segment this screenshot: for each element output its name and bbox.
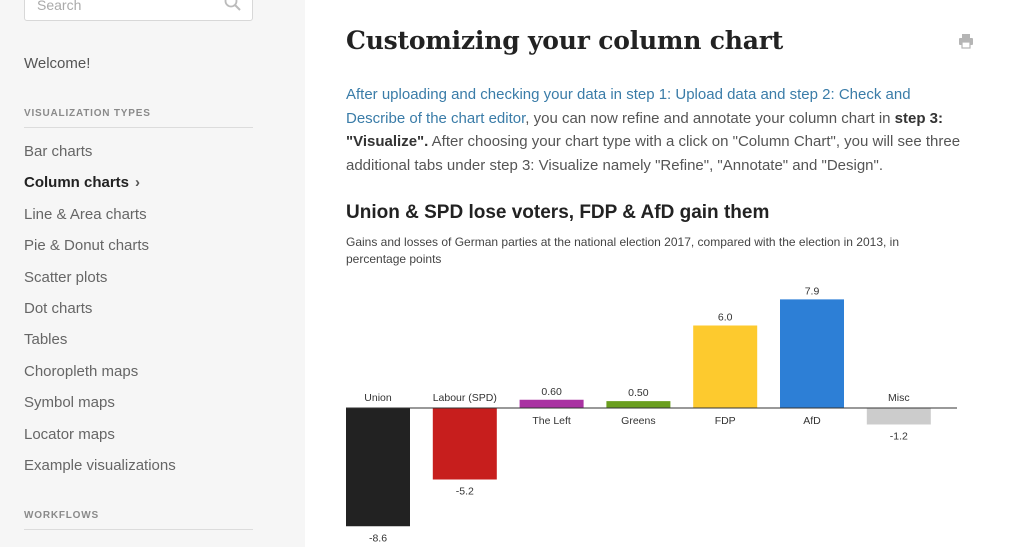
print-icon[interactable] bbox=[957, 32, 975, 50]
sidebar-item-tables[interactable]: Tables bbox=[24, 330, 176, 361]
sidebar-item-line-area-charts[interactable]: Line & Area charts bbox=[24, 205, 176, 236]
category-label: AfD bbox=[803, 415, 821, 427]
intro-text: After choosing your chart type with a cl… bbox=[346, 133, 961, 174]
category-label: Greens bbox=[621, 415, 655, 427]
sidebar-item-label: Line & Area charts bbox=[24, 205, 147, 223]
sidebar-item-label: Symbol maps bbox=[24, 394, 115, 412]
value-label: 0.50 bbox=[628, 387, 649, 399]
section-heading-visualization-types: VISUALIZATION TYPES bbox=[24, 108, 253, 128]
sidebar-item-label: Scatter plots bbox=[24, 268, 108, 286]
sidebar-item-choropleth-maps[interactable]: Choropleth maps bbox=[24, 362, 176, 393]
sidebar-item-label: Example visualizations bbox=[24, 456, 176, 474]
intro-text: , you can now refine and annotate your c… bbox=[525, 109, 895, 127]
sidebar-item-example-visualizations[interactable]: Example visualizations bbox=[24, 456, 176, 487]
category-label: Labour (SPD) bbox=[433, 392, 497, 404]
category-label: Union bbox=[364, 392, 392, 404]
chart-bar bbox=[346, 408, 410, 527]
sidebar-item-label: Bar charts bbox=[24, 143, 93, 160]
sidebar-welcome-link[interactable]: Welcome! bbox=[24, 55, 91, 72]
chart-bar bbox=[866, 408, 931, 425]
value-label: -1.2 bbox=[890, 431, 908, 443]
chevron-right-icon: › bbox=[135, 174, 141, 192]
section-heading-workflows: WORKFLOWS bbox=[24, 510, 253, 530]
value-label: 7.9 bbox=[805, 285, 820, 297]
chart-bar bbox=[432, 408, 497, 480]
sidebar-item-label: Tables bbox=[24, 331, 68, 349]
sidebar-item-label: Pie & Donut charts bbox=[24, 237, 150, 255]
chart-bar bbox=[519, 399, 584, 408]
sidebar: Welcome! VISUALIZATION TYPES Bar charts … bbox=[0, 0, 305, 547]
search-box bbox=[24, 0, 253, 21]
chart-subtitle: Gains and losses of German parties at th… bbox=[346, 235, 900, 266]
sidebar-item-label: Choropleth maps bbox=[24, 362, 139, 380]
sidebar-item-label: Locator maps bbox=[24, 425, 115, 443]
sidebar-item-column-charts[interactable]: Column charts › bbox=[24, 173, 176, 204]
category-label: FDP bbox=[715, 415, 736, 427]
value-label: 6.0 bbox=[718, 312, 733, 324]
sidebar-item-dot-charts[interactable]: Dot charts bbox=[24, 299, 176, 330]
intro-paragraph: After uploading and checking your data i… bbox=[346, 83, 971, 177]
intro-steps-link[interactable]: After uploading and checking your data i… bbox=[346, 86, 911, 127]
value-label: -5.2 bbox=[456, 486, 474, 498]
search-icon[interactable] bbox=[223, 0, 243, 13]
category-label: The Left bbox=[532, 415, 571, 427]
main-content: Customizing your column chart After uplo… bbox=[305, 0, 1024, 547]
value-label: 0.60 bbox=[541, 386, 562, 398]
category-label: Misc bbox=[888, 392, 910, 404]
search-input[interactable] bbox=[37, 0, 217, 16]
sidebar-item-locator-maps[interactable]: Locator maps bbox=[24, 425, 176, 456]
sidebar-item-pie-donut-charts[interactable]: Pie & Donut charts bbox=[24, 236, 176, 267]
sidebar-item-label: Column charts bbox=[24, 174, 130, 192]
sidebar-item-scatter-plots[interactable]: Scatter plots bbox=[24, 268, 176, 299]
chart-bar bbox=[693, 325, 758, 408]
chart-bar bbox=[780, 299, 844, 408]
value-label: -8.6 bbox=[369, 532, 387, 544]
chart-title: Union & SPD lose voters, FDP & AfD gain … bbox=[346, 202, 770, 223]
column-chart: Union -8.6 Labour (SPD) -5.2 The Left 0.60 Gre… bbox=[346, 285, 957, 544]
sidebar-item-bar-charts[interactable]: Bar charts bbox=[24, 142, 176, 173]
sidebar-item-symbol-maps[interactable]: Symbol maps bbox=[24, 393, 176, 424]
sidebar-item-label: Dot charts bbox=[24, 299, 93, 317]
chart-bar bbox=[606, 401, 671, 408]
sidebar-nav: Bar charts Column charts › Line & Area ch… bbox=[24, 142, 176, 487]
intro-bold-step: step 3: "Visualize". bbox=[346, 109, 944, 151]
page-title: Customizing your column chart bbox=[346, 26, 784, 55]
